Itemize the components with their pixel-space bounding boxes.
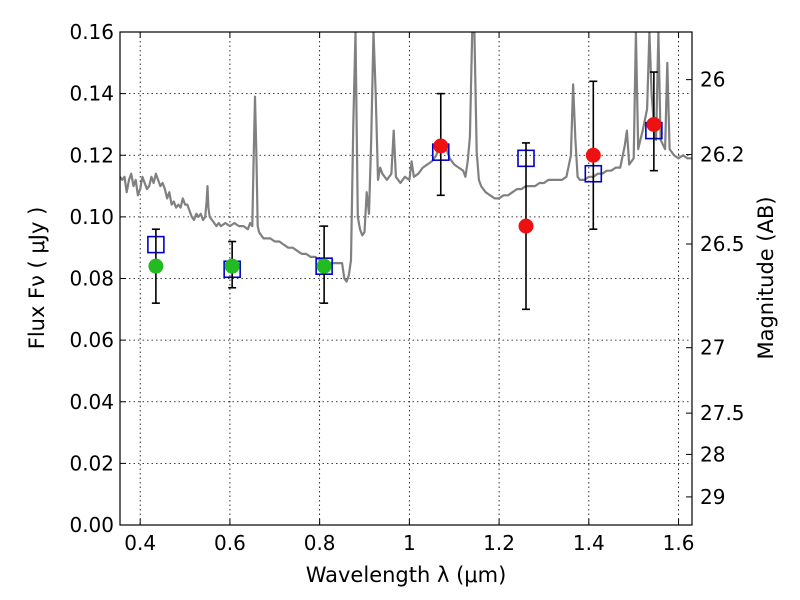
observed-point bbox=[224, 258, 240, 274]
y-tick-label: 0.10 bbox=[69, 205, 114, 229]
model-spectrum-line bbox=[120, 32, 692, 283]
y-tick-label: 0.00 bbox=[69, 513, 114, 537]
observed-point bbox=[518, 218, 534, 234]
x-tick-label: 0.8 bbox=[304, 531, 336, 555]
y-tick-label: 0.12 bbox=[69, 143, 114, 167]
y2-tick-label: 26 bbox=[700, 68, 725, 92]
y-tick-label: 0.02 bbox=[69, 451, 114, 475]
grid bbox=[120, 32, 692, 525]
y-axis-label: Flux Fν ( μJy ) bbox=[25, 207, 49, 350]
x-tick-label: 0.4 bbox=[124, 531, 156, 555]
x-tick-label: 1.4 bbox=[573, 531, 605, 555]
plot-area bbox=[120, 32, 692, 311]
observed-point bbox=[148, 258, 164, 274]
observed-point bbox=[433, 138, 449, 154]
observed-point bbox=[646, 116, 662, 132]
y2-tick-label: 28 bbox=[700, 442, 725, 466]
y-tick-label: 0.08 bbox=[69, 267, 114, 291]
y2-tick-label: 27 bbox=[700, 336, 725, 360]
axes-ticks: 0.4 0.6 0.8 1 1.2 1.4 1.6 0.00 0.02 0.04 0.06 0.08 0… bbox=[69, 20, 744, 555]
observed-point bbox=[585, 147, 601, 163]
x-axis-label: Wavelength λ (μm) bbox=[306, 563, 507, 587]
observed-point bbox=[316, 258, 332, 274]
y-tick-label: 0.06 bbox=[69, 328, 114, 352]
x-tick-label: 1.2 bbox=[483, 531, 515, 555]
x-tick-label: 1 bbox=[403, 531, 416, 555]
y2-tick-label: 26.2 bbox=[700, 143, 745, 167]
x-tick-label: 1.6 bbox=[663, 531, 695, 555]
y2-tick-label: 27.5 bbox=[700, 401, 745, 425]
y2-axis-label: Magnitude (AB) bbox=[754, 196, 778, 359]
y2-tick-label: 29 bbox=[700, 485, 725, 509]
y-tick-label: 0.04 bbox=[69, 390, 114, 414]
y-tick-label: 0.14 bbox=[69, 82, 114, 106]
y-tick-label: 0.16 bbox=[69, 20, 114, 44]
y2-tick-label: 26.5 bbox=[700, 232, 745, 256]
x-tick-label: 0.6 bbox=[214, 531, 246, 555]
